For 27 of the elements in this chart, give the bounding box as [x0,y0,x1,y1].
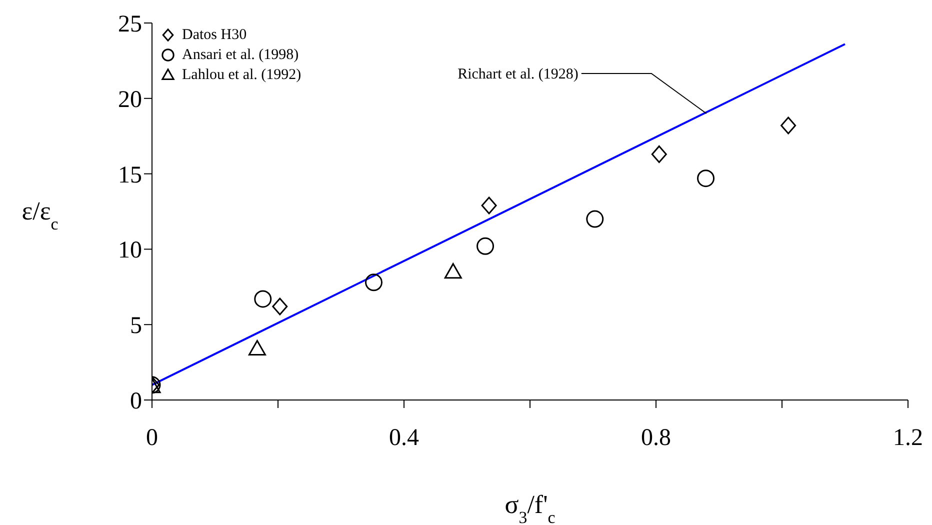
x-tick-label: 0 [146,425,158,452]
annotation: Richart et al. (1928) [458,66,578,82]
point [780,116,796,134]
y-tick-label: 10 [118,238,142,264]
point [476,237,494,255]
point [444,263,462,279]
point [365,274,383,292]
x-tick-label: 0.4 [389,425,419,452]
x-tick-label: 1.2 [893,425,923,452]
legend-label: Ansari et al. (1998) [182,46,299,64]
point [272,298,288,316]
y-tick-label: 20 [118,86,142,113]
y-tick-label: 15 [118,162,142,188]
y-tick-label: 5 [130,313,142,340]
point [481,196,497,214]
point [697,170,715,188]
legend-label: Lahlou et al. (1992) [182,66,302,84]
point [248,340,266,356]
y-axis-title: ε/ε$_{c}$ [22,196,58,233]
y-tick-label: 25 [118,12,142,38]
point [254,290,272,308]
x-axis-title: σ$_{3}$/f'$_{c}$ [504,490,556,525]
y-tick-label: 0 [130,388,142,415]
x-tick-label: 0.8 [641,425,671,452]
point [586,210,604,228]
legend-label: Datos H30 [182,26,247,44]
point [651,145,667,163]
